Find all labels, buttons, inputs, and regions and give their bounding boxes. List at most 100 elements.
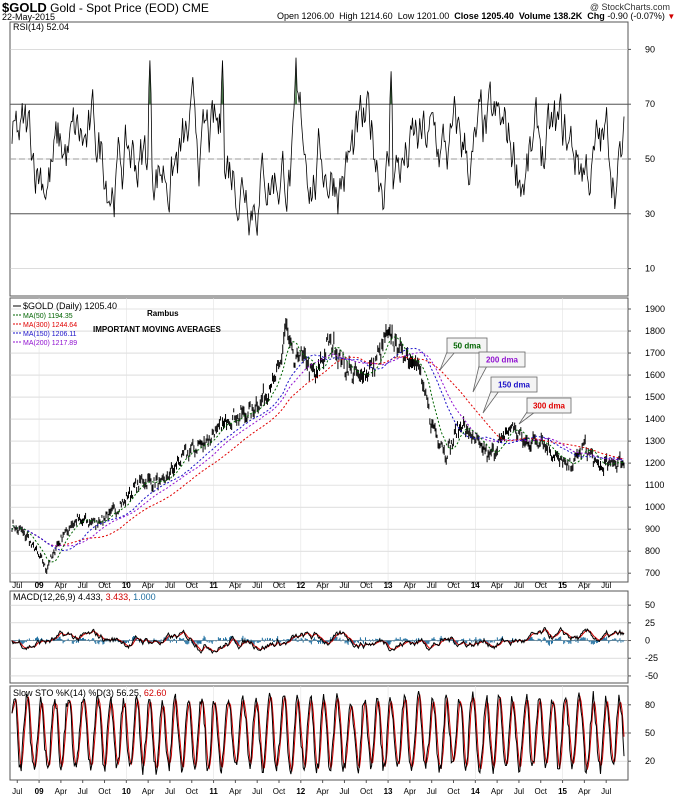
macd-label: MACD(12,26,9) 4.433, 3.433, 1.000	[13, 592, 156, 602]
annotation-box	[490, 376, 538, 393]
chg-label: Chg	[587, 11, 605, 21]
price-y-tick-label: 800	[645, 546, 660, 556]
x-tick-label: Apr	[316, 581, 329, 590]
rsi-y-tick-label: 10	[645, 264, 655, 274]
symbol: $GOLD	[2, 0, 47, 15]
legend-entry: MA(150) 1206.11	[23, 331, 77, 338]
down-arrow-icon: ▼	[667, 12, 674, 21]
x-tick-label: Jul	[78, 581, 88, 590]
ma300-line	[11, 356, 625, 547]
x-tick-label: Oct	[273, 581, 286, 590]
x-tick-label: 09	[35, 581, 44, 590]
macd-value: 4.433,	[78, 592, 106, 602]
annotation-label: 50 dma	[453, 342, 481, 351]
x-tick-label: Apr	[578, 787, 591, 796]
x-tick-label: Oct	[98, 787, 111, 796]
x-tick-label: Jul	[427, 787, 437, 796]
rsi-y-tick-label: 30	[645, 209, 655, 219]
x-tick-label: 15	[558, 581, 567, 590]
x-tick-label: Oct	[98, 581, 111, 590]
sto-k-line	[11, 690, 625, 775]
annotation-label: 200 dma	[486, 356, 519, 365]
x-tick-label: Apr	[491, 581, 504, 590]
legend-entry: MA(50) 1194.35	[23, 313, 73, 320]
x-tick-label: Jul	[165, 581, 175, 590]
x-tick-label: Jul	[252, 787, 262, 796]
macd-y-tick-label: 50	[645, 600, 655, 610]
rsi-y-tick-label: 90	[645, 44, 655, 54]
sto-label-prefix: Slow STO %K(14) %D(3)	[13, 688, 116, 698]
x-tick-label: Jul	[339, 581, 349, 590]
x-tick-label: Jul	[78, 787, 88, 796]
x-tick-label: Jul	[601, 581, 611, 590]
x-tick-label: Jul	[514, 581, 524, 590]
x-tick-label: Apr	[55, 581, 68, 590]
price-y-tick-label: 900	[645, 524, 660, 534]
low-label: Low	[397, 11, 415, 21]
x-tick-label: Jul	[339, 787, 349, 796]
price-y-tick-label: 1000	[645, 502, 665, 512]
chg-value: -0.90 (-0.07%)	[607, 11, 665, 21]
author-label: Rambus	[147, 309, 179, 318]
x-tick-label: Apr	[142, 581, 155, 590]
macd-label-prefix: MACD(12,26,9)	[13, 592, 78, 602]
x-tick-label: Apr	[316, 787, 329, 796]
sto-k-value: 56.25,	[116, 688, 144, 698]
x-tick-label: 11	[209, 787, 218, 796]
ohlc-readout: Open 1206.00 High 1214.60 Low 1201.00 Cl…	[277, 11, 674, 21]
x-tick-label: Apr	[578, 581, 591, 590]
rsi-label: RSI(14) 52.04	[13, 22, 69, 32]
price-y-tick-label: 1900	[645, 304, 665, 314]
x-tick-label: Jul	[427, 581, 437, 590]
x-tick-label: 15	[558, 787, 567, 796]
x-tick-label: 14	[471, 787, 480, 796]
rsi-line	[11, 57, 625, 236]
macd-y-tick-label: 0	[645, 636, 650, 646]
macd-y-tick-label: 25	[645, 618, 655, 628]
open-label: Open	[277, 11, 300, 21]
x-tick-label: Oct	[535, 787, 548, 796]
x-tick-label: Oct	[447, 787, 460, 796]
annotation-label: 150 dma	[498, 381, 531, 390]
x-tick-label: Jul	[12, 787, 22, 796]
volume-value: 138.2K	[553, 11, 583, 21]
volume-label: Volume	[518, 11, 551, 21]
x-tick-label: Apr	[404, 581, 417, 590]
sto-d-value: 62.60	[144, 688, 167, 698]
rsi-overbought-fill	[295, 57, 298, 105]
price-y-tick-label: 1800	[645, 326, 665, 336]
x-tick-label: 09	[35, 787, 44, 796]
annotation-box	[446, 337, 488, 354]
macd-line	[11, 626, 625, 655]
sto-label: Slow STO %K(14) %D(3) 56.25, 62.60	[13, 688, 166, 698]
sto-y-tick-label: 50	[645, 728, 655, 738]
instrument-name: Gold - Spot Price (EOD) CME	[50, 1, 209, 15]
annotation-box	[478, 351, 526, 368]
price-y-tick-label: 1500	[645, 392, 665, 402]
x-tick-label: Oct	[360, 581, 373, 590]
x-tick-label: Oct	[273, 787, 286, 796]
sto-y-tick-label: 80	[645, 700, 655, 710]
rsi-y-tick-label: 50	[645, 154, 655, 164]
price-y-tick-label: 1300	[645, 436, 665, 446]
x-tick-label: 10	[122, 581, 131, 590]
price-y-tick-label: 1200	[645, 458, 665, 468]
x-tick-label: Apr	[404, 787, 417, 796]
x-tick-label: 12	[296, 787, 305, 796]
x-tick-label: Apr	[55, 787, 68, 796]
price-y-tick-label: 1400	[645, 414, 665, 424]
x-tick-label: Oct	[447, 581, 460, 590]
legend-entry: $GOLD (Daily) 1205.40	[23, 301, 117, 311]
sto-y-tick-label: 20	[645, 756, 655, 766]
x-tick-label: Oct	[186, 581, 199, 590]
brand-watermark: @ StockCharts.com	[589, 2, 670, 12]
price-y-tick-label: 700	[645, 568, 660, 578]
macd-signal-value: 3.433,	[106, 592, 134, 602]
x-tick-label: Jul	[601, 787, 611, 796]
macd-panel-frame	[9, 590, 629, 684]
price-y-tick-label: 1700	[645, 348, 665, 358]
open-value: 1206.00	[301, 11, 335, 21]
x-tick-label: Oct	[360, 787, 373, 796]
x-tick-label: 11	[209, 581, 218, 590]
